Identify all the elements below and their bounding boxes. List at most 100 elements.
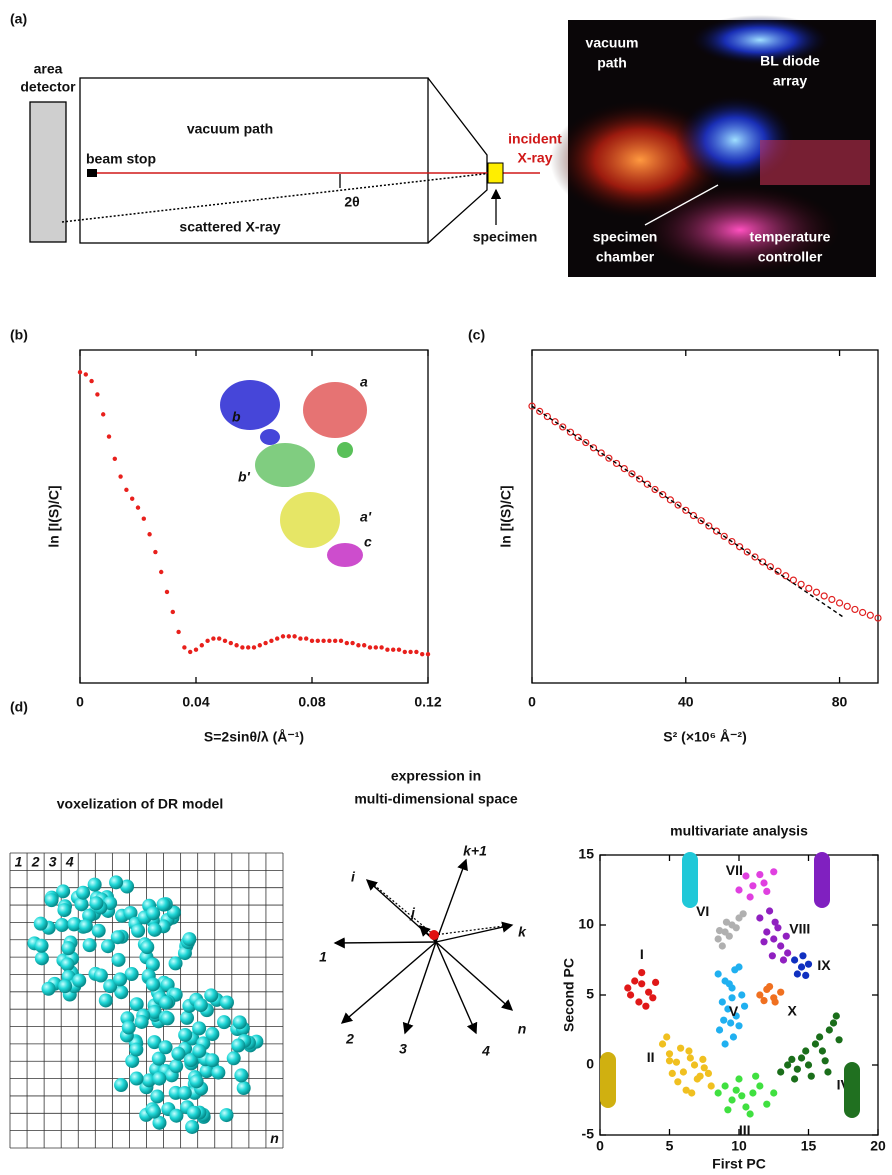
data-point [765,983,774,991]
data-point [211,636,216,641]
voxel-sphere [211,1065,226,1080]
data-point [153,549,158,555]
data-point [851,605,859,614]
data-point [784,1061,792,1069]
column-label: 1 [15,853,23,869]
chart-title: multivariate analysis [670,823,808,839]
data-point [344,640,349,646]
data-point [825,1026,833,1034]
data-point [228,640,233,646]
vector [402,941,437,1035]
beam-stop [87,169,97,177]
data-point [642,1002,650,1010]
data-point [749,882,757,890]
voxel-sphere [199,1064,214,1079]
data-point [292,634,297,639]
data-point [777,942,785,950]
x-axis-label: S=2sinθ/λ (Å⁻¹) [204,729,304,745]
voxel-sphere [231,1038,246,1053]
data-point [735,543,744,551]
data-point [674,1078,682,1086]
data-point [373,645,378,650]
data-point [728,537,736,546]
data-point [749,1089,757,1097]
vector [435,858,468,943]
subtitle: voxelization of DR model [57,796,223,812]
label: vacuum path [187,121,273,137]
data-point [777,1068,785,1076]
y-tick-label: 5 [586,986,594,1002]
data-point [732,1086,740,1094]
data-point [106,434,112,439]
data-point [818,1047,827,1055]
data-point [768,952,776,960]
data-point [791,1075,799,1083]
cluster-label: III [739,1122,751,1138]
vector-label: 4 [481,1043,490,1059]
voxel-sphere [219,995,234,1010]
voxel-sphere [34,951,49,966]
data-point [638,980,646,988]
data-point [720,1016,728,1024]
voxel-sphere [109,875,124,890]
data-point [782,572,790,580]
data-point [414,649,419,655]
data-point [689,511,698,520]
vector [435,941,514,1011]
data-point [763,887,771,896]
data-point [782,932,790,940]
x-tick-label: 10 [731,1138,747,1154]
y-tick-label: 10 [578,916,594,932]
label: scattered X-ray [179,219,280,235]
voxel-sphere [140,940,155,955]
photo-label: controller [758,249,823,265]
vector-label: n [518,1021,527,1037]
voxel-sphere [124,967,139,982]
voxel-sphere [67,917,82,932]
voxel-sphere [111,952,126,967]
voxel-sphere [41,981,56,996]
data-point [199,643,204,648]
vector-label: 3 [399,1041,407,1057]
label: specimen [473,229,538,245]
data-point [574,433,582,442]
voxel-sphere [114,985,129,1000]
data-point [777,988,785,996]
data-point [728,1096,736,1104]
data-point [793,1065,801,1073]
data-point [784,949,792,957]
column-label: n [270,1130,279,1146]
voxel-sphere [168,956,183,971]
x-tick-label: 5 [666,1138,674,1154]
data-point [612,459,621,468]
vector-label: k [518,924,527,940]
data-point [820,592,828,600]
voxel-sphere [82,938,97,953]
vector-label: j [409,905,416,921]
voxel-grid: 1 2 3 4 n [9,852,284,1149]
data-point [752,1072,760,1080]
data-point [742,872,750,880]
data-point [705,522,713,530]
data-point [700,1064,708,1072]
data-point [729,1033,738,1041]
voxel-sphere [114,1078,129,1093]
data-point [788,1055,796,1063]
data-point [712,527,721,535]
voxel-sphere [158,1040,173,1055]
data-point [690,1061,699,1069]
panel-label: (c) [468,327,485,343]
vector [435,941,478,1035]
data-point [350,640,355,646]
x-tick-label: 20 [870,1138,886,1154]
protein-domain [280,492,340,548]
data-point [835,1036,843,1044]
data-point [589,444,598,452]
data-point [182,645,187,650]
data-point [89,378,94,384]
data-point [402,649,407,655]
data-point [679,1068,688,1076]
vector-label: 2 [345,1031,354,1047]
photo-label: array [773,73,807,89]
